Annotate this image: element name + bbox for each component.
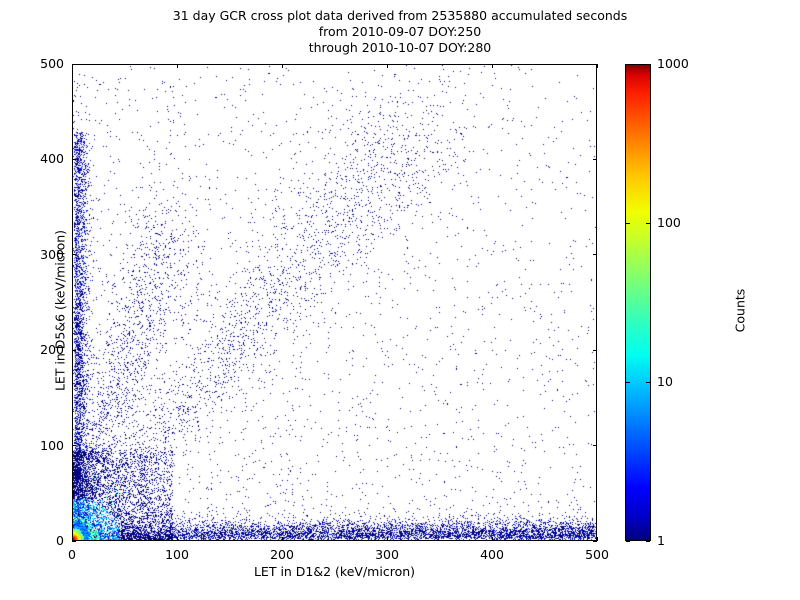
x-axis-label: LET in D1&2 (keV/micron): [253, 564, 416, 579]
x-tick-label: 500: [585, 547, 609, 562]
y-axis-label: LET in D5&6 (keV/micron): [52, 229, 68, 392]
x-tick-mark: [491, 537, 493, 541]
y-tick-label: 0: [56, 533, 64, 548]
colorbar-tick-mark: [646, 222, 650, 224]
x-tick-mark-top: [491, 64, 493, 68]
y-tick-mark-right: [593, 445, 597, 447]
scatter-plot-canvas: [73, 65, 596, 540]
y-tick-label: 300: [40, 246, 64, 262]
y-tick-mark: [72, 540, 76, 542]
colorbar-tick-mark: [646, 540, 650, 542]
title-line-2: from 2010-09-07 DOY:250: [318, 24, 482, 39]
y-tick-mark-right: [593, 349, 597, 351]
colorbar-tick-mark-left: [626, 381, 630, 383]
y-tick-mark: [72, 254, 76, 256]
x-tick-mark: [71, 537, 73, 541]
x-tick-mark-top: [281, 64, 283, 68]
y-tick-label: 100: [40, 437, 64, 453]
colorbar-tick-mark: [646, 63, 650, 65]
x-tick-mark: [386, 537, 388, 541]
x-tick-label: 200: [270, 547, 294, 562]
x-tick-label: 300: [375, 547, 399, 562]
y-tick-label: 400: [40, 151, 64, 167]
y-tick-mark: [72, 445, 76, 447]
x-tick-mark: [176, 537, 178, 541]
y-tick-mark: [72, 349, 76, 351]
colorbar-tick-mark-left: [626, 540, 630, 542]
y-tick-label: 500: [40, 56, 64, 71]
chart-title: 31 day GCR cross plot data derived from …: [0, 8, 800, 56]
y-tick-label: 200: [40, 342, 64, 358]
colorbar-tick-label: 1000: [657, 56, 689, 71]
x-tick-label: 0: [68, 547, 76, 562]
colorbar-label: Counts: [732, 288, 748, 333]
x-tick-mark-top: [176, 64, 178, 68]
y-tick-mark: [72, 63, 76, 65]
x-tick-label: 400: [480, 547, 504, 562]
colorbar-tick-label: 1: [657, 533, 665, 548]
x-tick-label: 100: [165, 547, 189, 562]
y-tick-mark: [72, 158, 76, 160]
colorbar-tick-mark-left: [626, 63, 630, 65]
plot-area: [72, 64, 597, 541]
title-line-1: 31 day GCR cross plot data derived from …: [172, 8, 628, 23]
x-tick-mark-top: [386, 64, 388, 68]
x-tick-mark: [596, 537, 598, 541]
colorbar-tick-label: 100: [657, 215, 681, 230]
y-tick-mark-right: [593, 540, 597, 542]
colorbar: [625, 64, 651, 541]
colorbar-tick-mark-left: [626, 222, 630, 224]
y-tick-mark-right: [593, 254, 597, 256]
colorbar-tick-mark: [646, 381, 650, 383]
y-tick-mark-right: [593, 158, 597, 160]
x-tick-mark: [281, 537, 283, 541]
x-tick-mark-top: [71, 64, 73, 68]
x-tick-mark-top: [596, 64, 598, 68]
y-tick-mark-right: [593, 63, 597, 65]
title-line-3: through 2010-10-07 DOY:280: [308, 40, 492, 55]
colorbar-tick-label: 10: [657, 374, 673, 389]
